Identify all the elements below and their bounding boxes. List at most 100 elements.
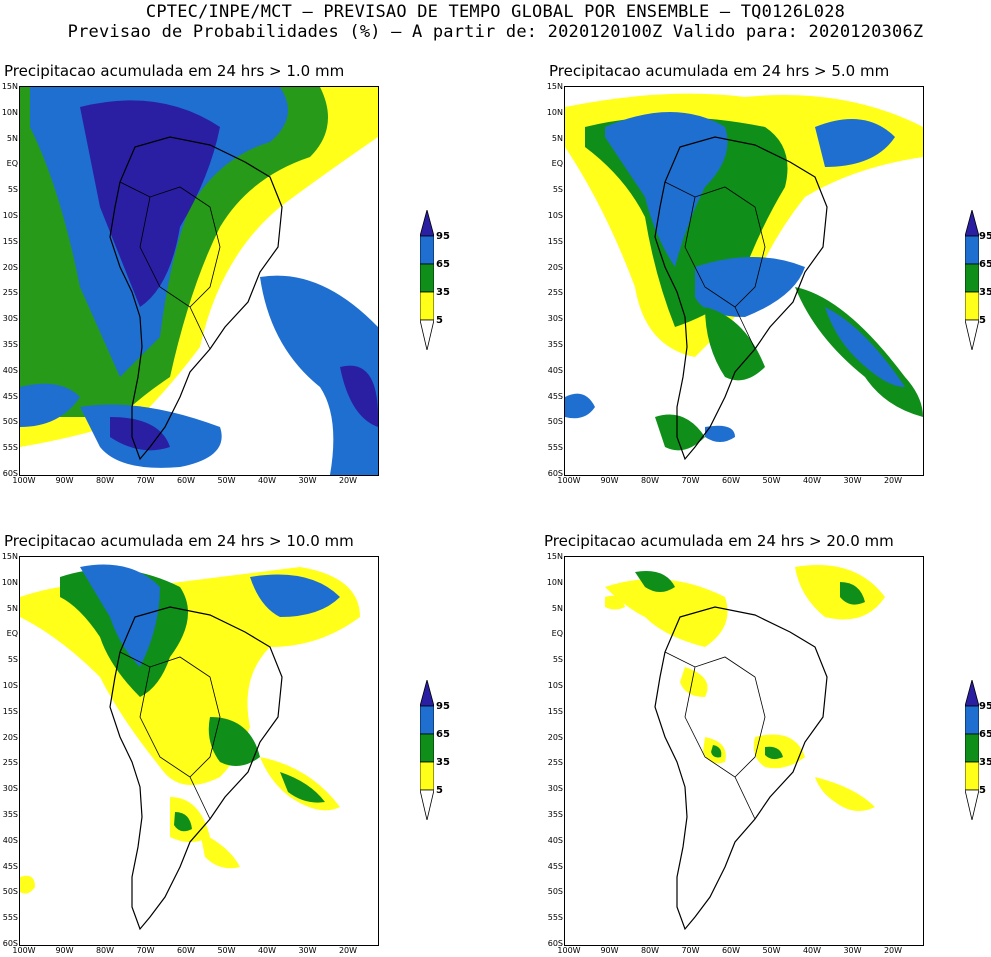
latitude-label: 5S [552,655,563,665]
latitude-label: 10S [547,211,563,220]
main-subtitle: Previsao de Probabilidades (%) – A parti… [67,22,924,42]
colorbar-label: 65 [979,729,991,740]
longitude-label: 30W [298,476,317,485]
latitude-label: 10S [2,211,18,220]
longitude-label: 90W [55,946,74,955]
latitude-label: 50S [547,417,563,427]
latitude-label: 25S [2,758,18,768]
latitude-label: 15S [547,706,563,716]
colorbar: 95 65 35 5 [419,208,450,354]
latitude-label: 15S [547,236,563,246]
longitude-label: 30W [843,946,862,955]
latitude-label: 15N [546,82,563,91]
latitude-label: 35S [547,340,563,349]
latitude-label: 5N [551,603,563,613]
latitude-label: 50S [2,887,18,897]
latitude-label: 15N [1,552,18,561]
latitude-label: 10N [1,577,18,587]
longitude-label: 100W [557,946,581,955]
longitude-label: 80W [95,476,115,485]
latitude-label: 15S [2,706,18,716]
longitude-label: 30W [843,476,862,485]
longitude-label: 80W [640,476,660,485]
latitude-label: 50S [2,417,18,427]
latitude-label: 35S [2,810,18,819]
colorbar-label: 65 [979,259,991,270]
panel-title: Precipitacao acumulada em 24 hrs > 20.0 … [544,532,894,550]
probability-map [19,556,379,946]
latitude-label: 45S [2,861,18,871]
longitude-label: 90W [600,946,619,955]
latitude-label: 60S [2,469,18,478]
latitude-label: 20S [547,262,563,272]
latitude-label: 25S [547,288,563,298]
latitude-label: 45S [547,391,563,401]
latitude-label: 5S [552,185,563,195]
latitude-label: 45S [2,391,18,401]
longitude-label: 80W [640,946,660,955]
colorbar-label: 95 [979,231,991,242]
colorbar-label: 95 [979,701,991,712]
latitude-label: 25S [547,758,563,768]
longitude-label: 30W [298,946,317,955]
latitude-label: 20S [2,732,18,742]
longitude-label: 70W [136,946,155,955]
latitude-label: 50S [547,887,563,897]
latitude-label: EQ [551,629,563,639]
longitude-label: 100W [12,946,36,955]
panel-title: Precipitacao acumulada em 24 hrs > 1.0 m… [4,62,345,80]
latitude-label: EQ [551,159,563,169]
latitude-label: 25S [2,288,18,298]
latitude-label: 55S [2,913,18,923]
colorbar: 95 65 35 5 [964,678,991,824]
colorbar-label: 35 [979,757,991,768]
probability-map [564,556,924,946]
latitude-label: 15S [2,236,18,246]
colorbar-label: 35 [436,287,450,298]
longitude-label: 50W [762,946,781,955]
colorbar-label: 5 [436,315,443,326]
colorbar: 95 65 35 5 [419,678,450,824]
longitude-label: 50W [217,946,236,955]
latitude-label: 35S [547,810,563,819]
panel-title: Precipitacao acumulada em 24 hrs > 10.0 … [4,532,354,550]
latitude-label: 5N [6,603,18,613]
latitude-label: EQ [6,159,18,169]
latitude-label: 10N [546,577,563,587]
longitude-label: 50W [762,476,781,485]
latitude-label: 5N [551,133,563,143]
colorbar: 95 65 35 5 [964,208,991,354]
longitude-label: 50W [217,476,236,485]
colorbar-label: 35 [979,287,991,298]
latitude-label: 20S [2,262,18,272]
latitude-label: 30S [547,314,563,324]
latitude-label: 15N [1,82,18,91]
longitude-label: 40W [802,476,822,485]
longitude-label: 20W [883,946,903,955]
latitude-label: 5N [6,133,18,143]
probability-map [564,86,924,476]
main-title: CPTEC/INPE/MCT – PREVISAO DE TEMPO GLOBA… [145,2,846,22]
colorbar-label: 5 [979,785,986,796]
longitude-label: 80W [95,946,115,955]
latitude-label: 55S [547,913,563,923]
latitude-label: EQ [6,629,18,639]
panel-title: Precipitacao acumulada em 24 hrs > 5.0 m… [549,62,890,80]
longitude-label: 70W [136,476,155,485]
latitude-label: 60S [547,469,563,478]
longitude-label: 100W [12,476,36,485]
latitude-label: 35S [2,340,18,349]
longitude-label: 60W [176,946,196,955]
latitude-label: 60S [547,939,563,948]
longitude-label: 40W [257,476,277,485]
longitude-label: 90W [55,476,74,485]
latitude-label: 30S [2,784,18,794]
latitude-label: 40S [547,835,563,845]
colorbar-label: 5 [979,315,986,326]
latitude-label: 10S [2,681,18,690]
longitude-label: 70W [681,946,700,955]
longitude-label: 40W [802,946,822,955]
probability-map [19,86,379,476]
longitude-label: 20W [883,476,903,485]
longitude-label: 20W [338,946,358,955]
